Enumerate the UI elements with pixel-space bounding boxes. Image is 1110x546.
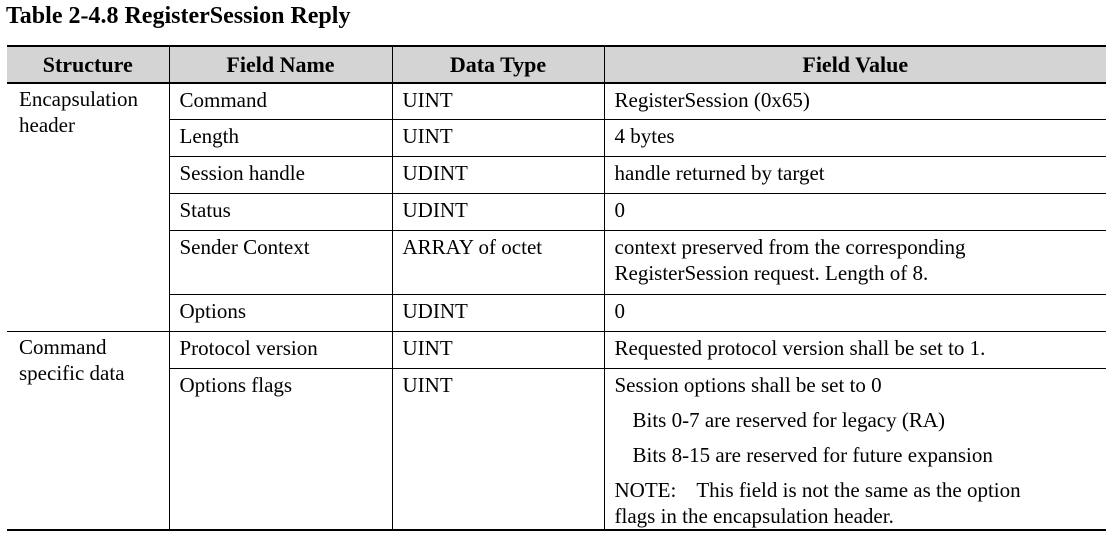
data-type: UINT xyxy=(392,368,605,531)
bits-line: Bits 8-15 are reserved for future expans… xyxy=(632,442,993,467)
structure-encapsulation-header: Encapsulation header xyxy=(7,83,170,332)
header-field-name: Field Name xyxy=(168,45,393,84)
field-value: 4 bytes xyxy=(604,119,1106,157)
note-line: flags in the encapsulation header. xyxy=(614,503,894,528)
structure-command-specific-data: Command specific data xyxy=(7,331,170,531)
field-value-intro: Session options shall be set to 0 xyxy=(614,372,882,397)
field-value-line: RegisterSession request. Length of 8. xyxy=(614,260,929,285)
note-label: NOTE: xyxy=(614,477,677,502)
table-row: Options UDINT 0 xyxy=(7,294,1106,332)
table-row: Sender Context ARRAY of octet context pr… xyxy=(7,230,1106,295)
field-name: Protocol version xyxy=(169,331,393,369)
data-type: UINT xyxy=(392,119,605,157)
field-name: Length xyxy=(169,119,393,157)
table-row: Options flags UINT Session options shall… xyxy=(7,368,1106,531)
field-name: Session handle xyxy=(169,156,393,194)
field-value: handle returned by target xyxy=(604,156,1106,194)
field-name: Options flags xyxy=(169,368,393,531)
field-value: 0 xyxy=(604,193,1106,231)
register-session-reply-table: Structure Field Name Data Type Field Val… xyxy=(7,45,1106,531)
data-type: UINT xyxy=(392,331,605,369)
table-row: Encapsulation header Command UINT Regist… xyxy=(7,83,1106,332)
data-type: UDINT xyxy=(392,193,605,231)
field-value: context preserved from the corresponding… xyxy=(604,230,1106,295)
field-name: Status xyxy=(169,193,393,231)
header-data-type: Data Type xyxy=(391,45,605,84)
field-value: 0 xyxy=(604,294,1106,332)
data-type: UDINT xyxy=(392,156,605,194)
table-row: Session handle UDINT handle returned by … xyxy=(7,156,1106,194)
table-row: Status UDINT 0 xyxy=(7,193,1106,231)
structure-label: Command specific data xyxy=(19,334,125,385)
field-value: RegisterSession (0x65) xyxy=(604,83,1106,120)
note-line: This field is not the same as the option xyxy=(696,477,1021,502)
field-name: Command xyxy=(169,83,393,120)
table-row: Length UINT 4 bytes xyxy=(7,119,1106,157)
table-caption: Table 2-4.8 RegisterSession Reply xyxy=(6,3,351,29)
data-type: ARRAY of octet xyxy=(392,230,605,295)
header-structure: Structure xyxy=(7,45,170,84)
data-type: UDINT xyxy=(392,294,605,332)
note: NOTE: This field is not the same as the o… xyxy=(615,477,1097,529)
data-type: UINT xyxy=(392,83,605,120)
table-row: Command specific data Protocol version U… xyxy=(7,331,1106,531)
field-value-line: context preserved from the corresponding xyxy=(614,234,966,259)
field-name: Options xyxy=(169,294,393,332)
header-field-value: Field Value xyxy=(603,45,1106,84)
field-value: Session options shall be set to 0 Bits 0… xyxy=(604,368,1106,531)
bits-line: Bits 0-7 are reserved for legacy (RA) xyxy=(632,407,946,432)
structure-label: Encapsulation header xyxy=(19,87,138,137)
field-name: Sender Context xyxy=(169,230,393,295)
field-value: Requested protocol version shall be set … xyxy=(604,331,1106,369)
header-row: Structure Field Name Data Type Field Val… xyxy=(7,45,1106,84)
